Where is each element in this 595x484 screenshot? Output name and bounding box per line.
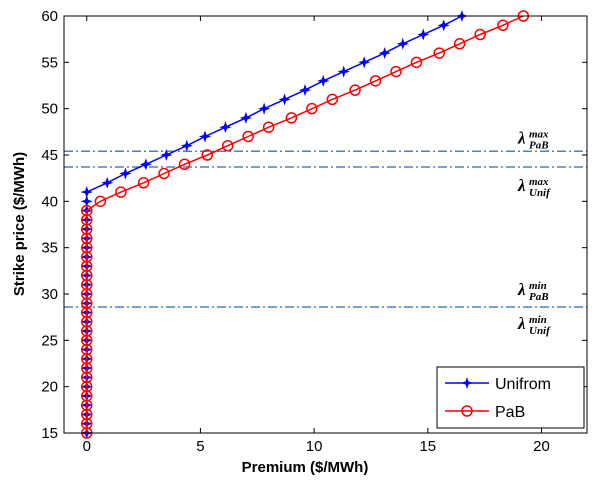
annotation-sup: min [529,314,547,326]
marker [115,186,127,198]
annotation-sub: PaB [529,139,549,151]
marker [80,186,93,199]
annotation-sub: PaB [529,291,549,303]
marker [433,47,445,59]
y-tick-label: 40 [41,193,58,210]
marker [239,111,252,124]
marker [160,148,173,162]
marker [80,204,93,217]
marker [349,84,361,96]
marker [298,84,312,97]
legend-marker [461,405,473,417]
x-tick-label: 20 [533,438,550,455]
annotation-sub: Unif [529,325,551,337]
y-tick-label: 45 [41,147,58,164]
marker [201,149,214,161]
marker [285,112,298,124]
y-tick-label: 50 [41,101,58,118]
marker [390,65,402,78]
y-tick-label: 15 [41,425,58,442]
marker [317,74,330,87]
annotation-symbol: λ [517,128,526,147]
marker [337,65,350,78]
legend-marker [460,376,474,390]
annotation-sup: max [529,128,549,140]
marker [158,167,170,180]
legend-box [436,366,585,429]
marker [180,139,193,152]
marker [242,130,254,143]
marker [221,139,234,152]
x-tick-label: 15 [419,438,436,455]
marker [358,56,371,69]
annotation-symbol: λ [517,314,526,333]
y-tick-label: 30 [41,286,58,303]
marker [178,158,191,171]
x-tick-label: 0 [83,438,91,455]
marker [119,167,132,180]
legend-label: Unifrom [495,376,551,393]
annotation-sup: max [529,176,549,188]
marker [139,158,152,171]
marker [306,102,318,115]
legend-label: PaB [495,404,525,421]
marker [326,93,339,106]
marker [219,121,232,134]
marker [378,47,391,60]
marker [94,195,107,208]
marker [137,177,150,189]
annotation-sup: min [529,280,547,292]
marker [369,75,382,87]
y-tick-label: 55 [41,54,58,71]
marker [101,176,114,189]
y-axis-label: Strike price ($/MWh) [11,152,28,296]
annotation-symbol: λ [517,280,526,299]
marker [497,19,509,32]
axes-frame [63,15,588,434]
annotation-symbol: λ [517,176,526,195]
y-tick-label: 20 [41,379,58,396]
marker [437,19,450,32]
marker [198,130,212,143]
x-tick-label: 5 [196,438,204,455]
marker [410,56,423,69]
marker [258,102,271,115]
x-tick-label: 10 [306,438,323,455]
plot-area [64,16,587,433]
y-tick-label: 60 [41,8,58,25]
annotation-sub: Unif [529,187,551,199]
marker [417,28,430,41]
y-tick-label: 35 [41,240,58,257]
marker [396,37,409,50]
y-tick-label: 25 [41,332,58,349]
marker [278,93,291,106]
marker [474,28,486,41]
marker [453,38,466,50]
marker [262,121,275,133]
x-axis-label: Premium ($/MWh) [242,459,369,476]
